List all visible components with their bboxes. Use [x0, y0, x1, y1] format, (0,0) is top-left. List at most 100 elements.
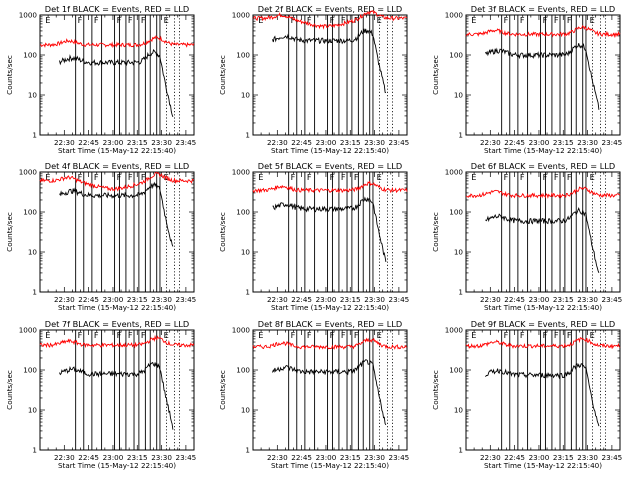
panel-5: Det 5f BLACK = Events, RED = LLD 1 10 100 10…: [218, 161, 409, 312]
band-label: F: [554, 172, 559, 182]
band-label: F: [554, 15, 559, 25]
band-label: F: [330, 172, 335, 182]
y-axis-label: Counts/sec: [218, 212, 227, 252]
x-tick-label: 23:30: [151, 453, 172, 462]
x-axis-label: Start Time (15-May-12 22:15:40): [484, 461, 602, 470]
band-label: F: [330, 15, 335, 25]
panel-title: Det 5f BLACK = Events, RED = LLD: [258, 161, 402, 171]
y-tick-label: 1000: [445, 326, 464, 335]
events-series-line: [485, 207, 600, 273]
panel-title: Det 3f BLACK = Events, RED = LLD: [471, 4, 615, 14]
band-label: E: [164, 15, 169, 25]
band-label: F: [117, 15, 122, 25]
band-label: F: [78, 330, 83, 340]
x-tick-label: 23:45: [389, 295, 410, 304]
x-tick-label: 23:30: [151, 295, 172, 304]
x-axis-label: Start Time (15-May-12 22:15:40): [58, 146, 176, 155]
y-tick-label: 1000: [445, 168, 464, 177]
x-tick-label: 22:30: [54, 138, 75, 147]
plot-frame: [465, 171, 621, 293]
x-tick-label: 23:30: [364, 453, 385, 462]
y-axis-label: Counts/sec: [431, 370, 440, 410]
band-label: F: [543, 172, 548, 182]
x-tick-label: 23:15: [553, 453, 574, 462]
band-label: E: [471, 15, 476, 25]
y-tick-label: 10: [241, 91, 251, 100]
band-label: F: [141, 172, 146, 182]
plot-frame: [39, 329, 195, 451]
y-tick-label: 1: [32, 131, 37, 140]
lld-series-line: [465, 186, 621, 199]
band-label: E: [471, 330, 476, 340]
events-series-line: [59, 48, 174, 118]
band-label: F: [78, 15, 83, 25]
events-series-line: [272, 196, 387, 262]
x-tick-label: 23:45: [389, 453, 410, 462]
x-tick-label: 23:30: [577, 453, 598, 462]
band-label: E: [377, 172, 382, 182]
x-tick-label: 22:30: [267, 295, 288, 304]
x-tick-label: 23:30: [151, 138, 172, 147]
panel-title: Det 6f BLACK = Events, RED = LLD: [471, 161, 615, 171]
band-label: F: [128, 172, 133, 182]
y-tick-label: 1000: [19, 168, 38, 177]
panel-1: Det 1f BLACK = Events, RED = LLD 1 10 100 10…: [5, 4, 196, 155]
x-axis-label: Start Time (15-May-12 22:15:40): [58, 461, 176, 470]
x-tick-label: 23:00: [529, 295, 550, 304]
x-tick-label: 22:45: [504, 453, 525, 462]
plot-frame: [252, 14, 408, 136]
y-axis-label: Counts/sec: [5, 212, 14, 252]
y-tick-label: 100: [236, 366, 250, 375]
x-tick-label: 23:30: [577, 138, 598, 147]
y-axis-label: Counts/sec: [218, 55, 227, 95]
y-tick-label: 1000: [19, 11, 38, 20]
events-series-line: [485, 42, 600, 110]
y-tick-label: 1000: [232, 168, 251, 177]
y-tick-label: 10: [454, 91, 464, 100]
band-label: F: [354, 172, 359, 182]
x-tick-label: 22:45: [291, 138, 312, 147]
band-label: F: [117, 172, 122, 182]
x-axis-label: Start Time (15-May-12 22:15:40): [484, 146, 602, 155]
x-tick-label: 23:00: [529, 138, 550, 147]
band-label: F: [354, 15, 359, 25]
band-label: E: [258, 172, 263, 182]
y-axis-label: Counts/sec: [431, 212, 440, 252]
y-tick-label: 1000: [445, 11, 464, 20]
events-series-line: [272, 359, 387, 426]
band-label: F: [543, 330, 548, 340]
y-tick-label: 100: [23, 208, 37, 217]
panel-title: Det 8f BLACK = Events, RED = LLD: [258, 319, 402, 329]
y-tick-label: 100: [449, 51, 463, 60]
band-label: E: [590, 330, 595, 340]
x-tick-label: 23:15: [340, 453, 361, 462]
y-tick-label: 1: [32, 446, 37, 455]
plot-frame: [465, 329, 621, 451]
band-label: F: [330, 330, 335, 340]
band-label: F: [307, 15, 312, 25]
band-label: E: [258, 330, 263, 340]
y-tick-label: 1000: [232, 11, 251, 20]
x-tick-label: 23:45: [176, 295, 197, 304]
band-label: F: [128, 330, 133, 340]
x-tick-label: 22:30: [267, 138, 288, 147]
events-series-line: [59, 181, 174, 247]
plot-frame: [252, 171, 408, 293]
x-tick-label: 23:45: [176, 138, 197, 147]
y-tick-label: 10: [241, 248, 251, 257]
x-tick-label: 23:00: [316, 453, 337, 462]
band-label: F: [341, 15, 346, 25]
x-tick-label: 23:15: [127, 453, 148, 462]
x-tick-label: 23:00: [316, 295, 337, 304]
band-label: E: [590, 172, 595, 182]
plot-frame: [39, 14, 195, 136]
panel-title: Det 2f BLACK = Events, RED = LLD: [258, 4, 402, 14]
band-label: E: [377, 15, 382, 25]
x-tick-label: 23:15: [340, 138, 361, 147]
y-tick-label: 100: [449, 366, 463, 375]
y-axis-label: Counts/sec: [5, 55, 14, 95]
x-tick-label: 23:15: [127, 138, 148, 147]
x-tick-label: 22:30: [480, 138, 501, 147]
y-tick-label: 100: [23, 51, 37, 60]
lld-series-line: [39, 334, 195, 349]
